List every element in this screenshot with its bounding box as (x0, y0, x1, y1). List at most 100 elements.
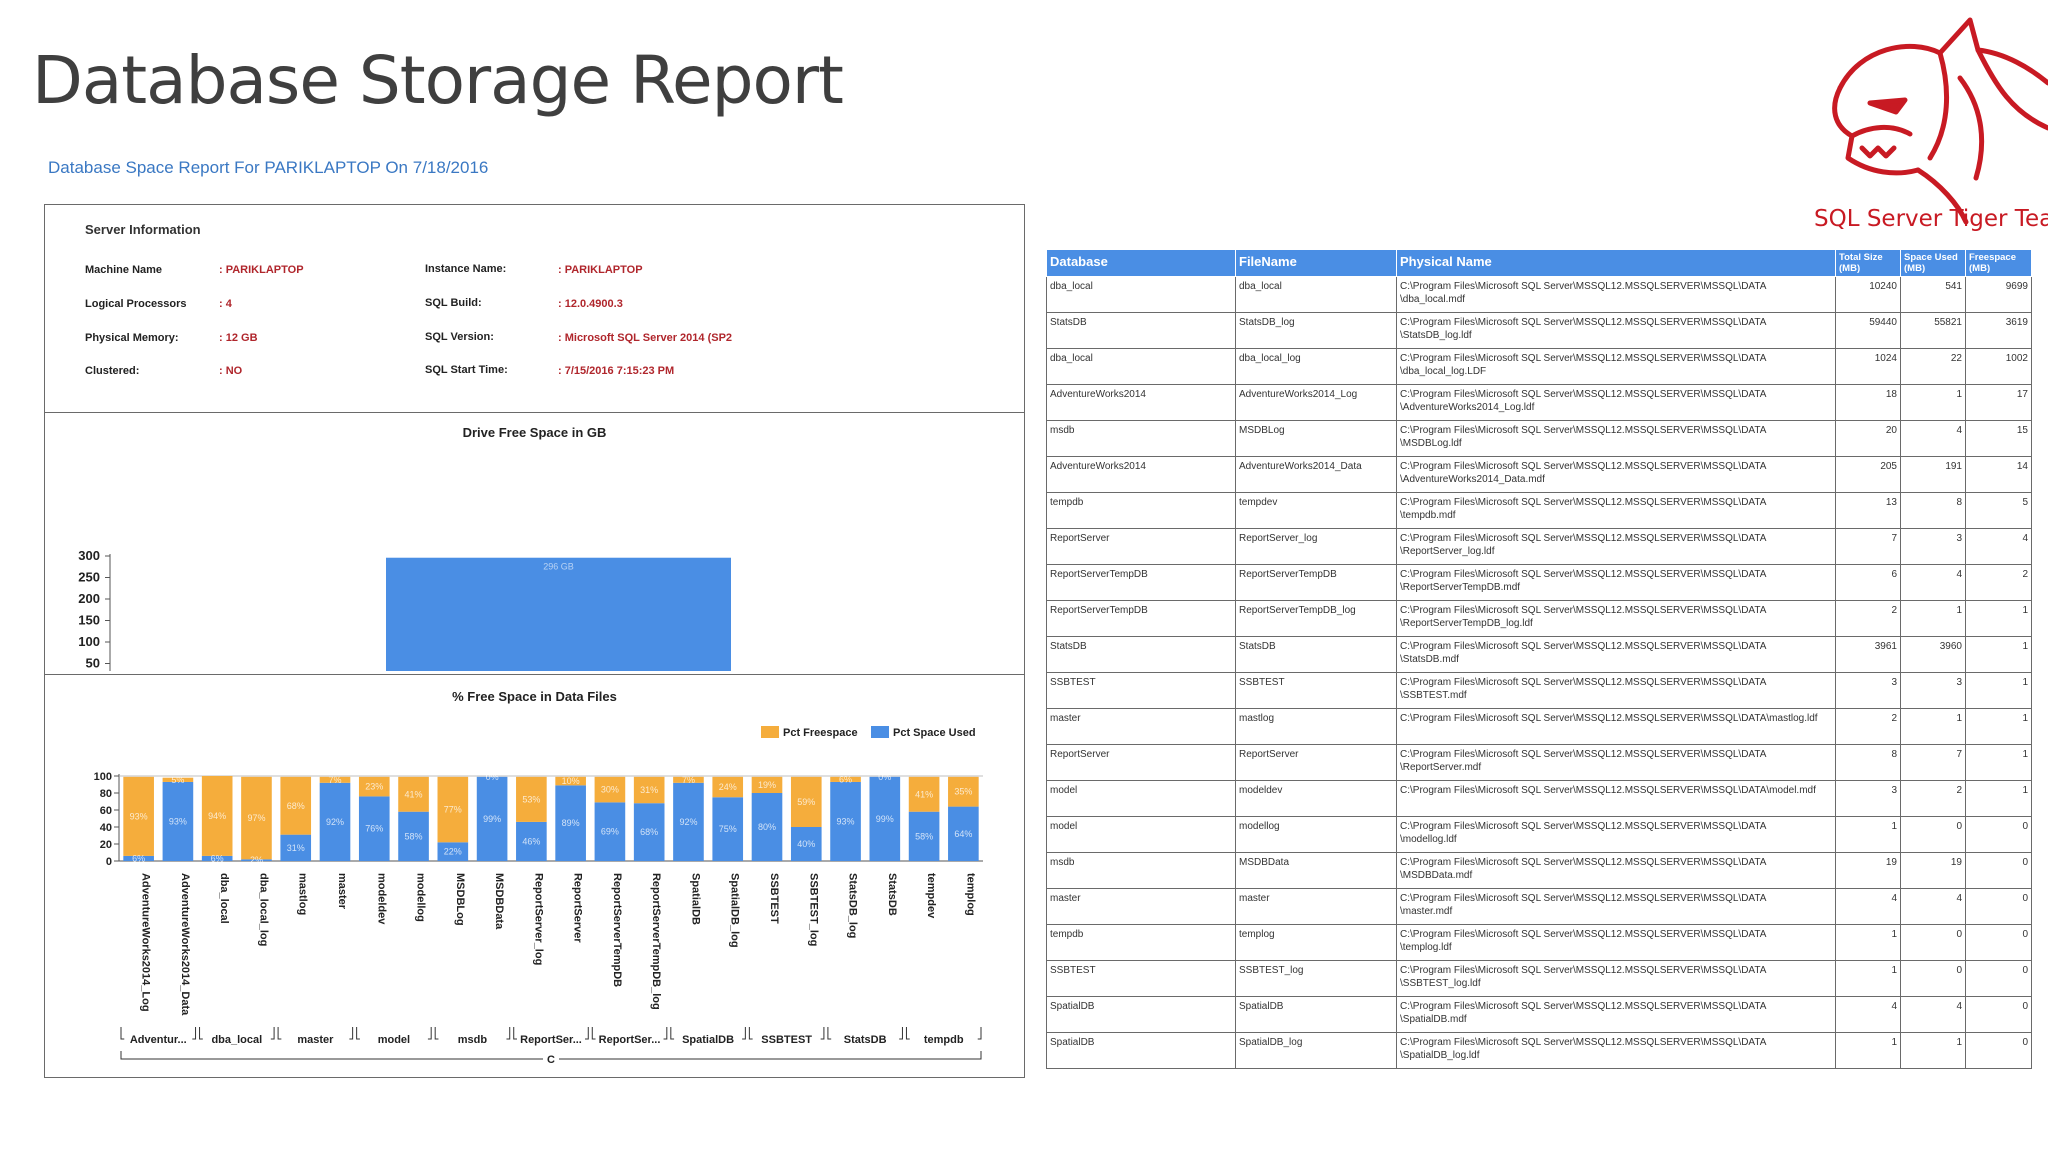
cell-filename: AdventureWorks2014_Log (1235, 384, 1397, 421)
bar-freespace (594, 776, 626, 803)
legend-swatch-used (871, 726, 889, 738)
cell-physical-name: C:\Program Files\Microsoft SQL Server\MS… (1396, 888, 1836, 925)
drive-chart-title: Drive Free Space in GB (462, 425, 607, 440)
info-value: : PARIKLAPTOP (219, 264, 304, 276)
server-info-row: : 7/15/2016 7:15:23 PM (558, 365, 674, 377)
group-label: Adventur... (130, 1034, 187, 1046)
y-tick-label: 250 (78, 570, 100, 585)
col-header-freespace: Freespace (MB) (1965, 249, 2032, 277)
bar-freespace (319, 776, 351, 783)
table-header-row: Database FileName Physical Name Total Si… (1046, 249, 2032, 277)
cell-space-used: 0 (1900, 816, 1966, 853)
freespace-label: 7% (328, 775, 341, 785)
cell-database: model (1046, 780, 1236, 817)
used-label: 68% (640, 827, 658, 837)
cell-database: SpatialDB (1046, 996, 1236, 1033)
cell-freespace: 1 (1965, 780, 2032, 817)
bar-freespace (751, 776, 783, 793)
x-tick-label: modeldev (375, 873, 387, 925)
cell-physical-name: C:\Program Files\Microsoft SQL Server\MS… (1396, 1032, 1836, 1069)
col-header-physical-name: Physical Name (1396, 249, 1836, 277)
group-label-bg (831, 1032, 900, 1044)
report-panel: Server Information Machine Name : PARIKL… (44, 204, 1025, 1078)
server-info-row: : 12 GB (219, 332, 258, 344)
freespace-label: 41% (915, 789, 933, 799)
legend-label: Pct Freespace (783, 727, 858, 739)
used-label: 93% (169, 816, 187, 826)
y-tick-label: 50 (86, 656, 100, 671)
used-label: 6% (211, 853, 224, 863)
cell-freespace: 15 (1965, 420, 2032, 457)
pct-free-chart: Pct Freespace Pct Space Used 0 20 40 60 80 100 9… (94, 726, 983, 1066)
x-tick-label: SSBTEST (768, 873, 780, 924)
col-header-database: Database (1046, 249, 1236, 277)
table-row: dba_local dba_local C:\Program Files\Micro… (1046, 276, 2032, 313)
cell-total-size: 10240 (1835, 276, 1901, 313)
cell-total-size: 19 (1835, 852, 1901, 889)
x-tick-label: StatsDB (886, 873, 898, 916)
cell-freespace: 9699 (1965, 276, 2032, 313)
x-tick-label: master (336, 873, 348, 910)
freespace-label: 97% (247, 813, 265, 823)
cell-space-used: 4 (1900, 888, 1966, 925)
freespace-label: 7% (682, 775, 695, 785)
cell-freespace: 1 (1965, 600, 2032, 637)
used-label: 2% (250, 855, 263, 865)
freespace-label: 19% (758, 780, 776, 790)
bar-used (830, 781, 861, 861)
cell-database: SSBTEST (1046, 672, 1236, 709)
used-label: 92% (326, 817, 344, 827)
cell-freespace: 1 (1965, 708, 2032, 745)
cell-space-used: 19 (1900, 852, 1966, 889)
server-info-row: : Microsoft SQL Server 2014 (SP2 (558, 332, 732, 344)
cell-filename: modeldev (1235, 780, 1397, 817)
table-row: dba_local dba_local_log C:\Program Files\M… (1046, 348, 2032, 385)
cell-space-used: 55821 (1900, 312, 1966, 349)
server-info-row: : PARIKLAPTOP (558, 264, 643, 276)
cell-physical-name: C:\Program Files\Microsoft SQL Server\MS… (1396, 996, 1836, 1033)
cell-database: SSBTEST (1046, 960, 1236, 997)
server-info-row: : NO (219, 365, 242, 377)
bar-freespace (358, 776, 390, 797)
y-tick-label: 60 (100, 805, 112, 817)
server-info-row: Clustered: (85, 365, 139, 377)
bar-freespace (201, 776, 233, 856)
page-title: Database Storage Report (32, 42, 844, 119)
cell-space-used: 4 (1900, 420, 1966, 457)
report-subtitle: Database Space Report For PARIKLAPTOP On… (48, 158, 489, 177)
cell-physical-name: C:\Program Files\Microsoft SQL Server\MS… (1396, 816, 1836, 853)
x-tick-label: SpatialDB (689, 873, 701, 925)
bar-used (516, 821, 547, 861)
cell-physical-name: C:\Program Files\Microsoft SQL Server\MS… (1396, 672, 1836, 709)
server-info-section: Server Information Machine Name : PARIKL… (45, 205, 1024, 413)
group-label-bg (752, 1032, 821, 1044)
used-label: 22% (444, 847, 462, 857)
bar-used (437, 842, 469, 861)
cell-physical-name: C:\Program Files\Microsoft SQL Server\MS… (1396, 528, 1836, 565)
cell-total-size: 205 (1835, 456, 1901, 493)
bar-used (555, 785, 586, 861)
cell-space-used: 0 (1900, 960, 1966, 997)
cell-database: model (1046, 816, 1236, 853)
tiger-logo (1832, 17, 2048, 225)
x-tick-label: MSDBLog (454, 873, 466, 926)
cell-physical-name: C:\Program Files\Microsoft SQL Server\MS… (1396, 492, 1836, 529)
used-label: 92% (679, 817, 697, 827)
server-info-row: SQL Version: (425, 331, 494, 343)
bar-used (162, 781, 194, 861)
cell-physical-name: C:\Program Files\Microsoft SQL Server\MS… (1396, 456, 1836, 493)
used-label: 31% (287, 843, 305, 853)
cell-physical-name: C:\Program Files\Microsoft SQL Server\MS… (1396, 564, 1836, 601)
info-key: Machine Name (85, 264, 163, 276)
cell-filename: mastlog (1235, 708, 1397, 745)
cell-database: SpatialDB (1046, 1032, 1236, 1069)
x-tick-label: AdventureWorks2014_Data (179, 873, 191, 1016)
server-info-row: SQL Build: (425, 297, 482, 309)
cell-database: tempdb (1046, 924, 1236, 961)
server-info-row: Instance Name: (425, 263, 506, 275)
table-row: ReportServerTempDB ReportServerTempDB C:\P… (1046, 564, 2032, 601)
freespace-label: 68% (287, 801, 305, 811)
cell-physical-name: C:\Program Files\Microsoft SQL Server\MS… (1396, 852, 1836, 889)
cell-filename: SpatialDB (1235, 996, 1397, 1033)
cell-filename: MSDBData (1235, 852, 1397, 889)
